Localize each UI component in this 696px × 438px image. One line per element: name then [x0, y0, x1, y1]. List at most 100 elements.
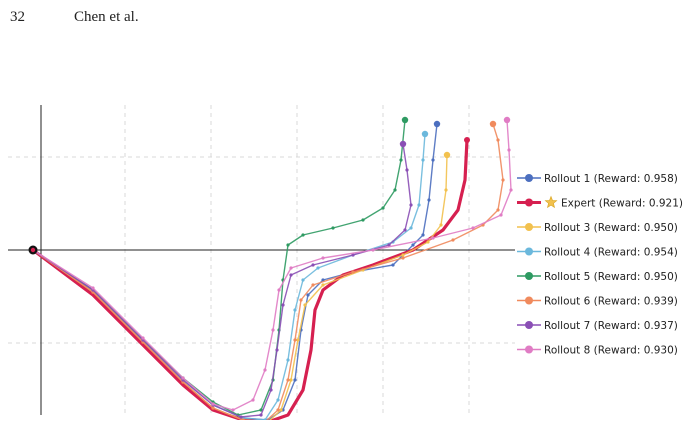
- series-end-marker: [443, 151, 451, 159]
- series-point: [509, 188, 513, 192]
- start-marker-center: [30, 247, 36, 253]
- series-point: [401, 256, 405, 260]
- series-point: [293, 378, 297, 382]
- running-head: Chen et al.: [74, 9, 139, 25]
- legend-item-3: Rollout 3 (Reward: 0.950): [517, 222, 678, 234]
- series-point: [431, 158, 435, 162]
- series-point: [259, 413, 263, 417]
- series-point: [286, 358, 290, 362]
- series-point: [293, 338, 297, 342]
- series-line: [32, 123, 504, 420]
- series-line: [32, 133, 426, 420]
- series-point: [241, 418, 245, 420]
- series-point: [259, 408, 263, 412]
- series-point: [439, 223, 443, 227]
- series-point: [405, 168, 409, 172]
- page-number: 32: [10, 9, 25, 25]
- series-point: [181, 376, 185, 380]
- series-point: [411, 243, 415, 247]
- series-point: [507, 148, 511, 152]
- series-point: [263, 418, 267, 420]
- series-point: [91, 286, 95, 290]
- series-point: [275, 348, 279, 352]
- series-point: [293, 308, 297, 312]
- series-point: [277, 288, 281, 292]
- series-end-marker: [489, 120, 497, 128]
- series-point: [499, 213, 503, 217]
- series-point: [211, 402, 215, 406]
- legend-label: Rollout 7 (Reward: 0.937): [544, 320, 678, 332]
- legend-label: Rollout 3 (Reward: 0.950): [544, 222, 678, 234]
- series-point: [289, 273, 293, 277]
- series-point: [279, 408, 283, 412]
- series-2: [31, 137, 470, 420]
- series-line: [32, 143, 412, 418]
- legend-marker: [525, 272, 533, 280]
- series-point: [289, 266, 293, 270]
- series-6: [31, 120, 505, 420]
- series-point: [409, 226, 413, 230]
- series-1: [31, 120, 441, 420]
- legend-marker: [525, 321, 533, 329]
- series-point: [426, 240, 430, 244]
- series-point: [316, 266, 320, 270]
- series-point: [269, 388, 273, 392]
- series-point: [286, 378, 290, 382]
- axes: [8, 105, 515, 415]
- legend-item-5: Rollout 5 (Reward: 0.950): [517, 271, 678, 283]
- series-point: [231, 408, 235, 412]
- series-point: [351, 253, 355, 257]
- legend-marker: [525, 345, 533, 354]
- grid: [8, 105, 515, 415]
- series-point: [444, 188, 448, 192]
- trajectory-figure: Rollout 1 (Reward: 0.958) Expert (Reward:…: [8, 105, 683, 420]
- legend-marker: [525, 247, 533, 256]
- series-end-marker: [464, 137, 470, 143]
- series-5: [31, 116, 409, 417]
- series-point: [421, 158, 425, 162]
- series-point: [296, 338, 300, 342]
- series-point: [299, 298, 303, 302]
- series-7: [31, 140, 413, 419]
- legend-item-1: Rollout 1 (Reward: 0.958): [517, 173, 678, 185]
- series-point: [421, 233, 425, 237]
- series-point: [496, 208, 500, 212]
- series-point: [321, 256, 325, 260]
- series-point: [399, 158, 403, 162]
- series-point: [286, 243, 290, 247]
- series-point: [409, 203, 413, 207]
- series-point: [451, 238, 455, 242]
- series-end-marker: [399, 140, 407, 148]
- legend-item-7: Rollout 7 (Reward: 0.937): [517, 320, 678, 332]
- series-point: [271, 328, 275, 332]
- series-3: [31, 151, 451, 420]
- series-end-marker: [421, 130, 429, 138]
- star-icon: [544, 195, 558, 209]
- series-point: [361, 218, 365, 222]
- legend-marker: [525, 198, 533, 207]
- legend-marker: [525, 223, 533, 231]
- series-point: [276, 398, 280, 402]
- series-point: [321, 283, 325, 287]
- legend-label: Rollout 5 (Reward: 0.950): [544, 271, 678, 283]
- legend-item-6: Rollout 6 (Reward: 0.939): [517, 296, 678, 308]
- series-point: [211, 406, 215, 410]
- series-point: [303, 303, 307, 307]
- series-point: [471, 226, 475, 230]
- series-point: [251, 398, 255, 402]
- series-point: [239, 415, 243, 419]
- series-layer: [28, 116, 513, 420]
- series-point: [387, 243, 391, 247]
- series-point: [141, 336, 145, 340]
- series-point: [301, 278, 305, 282]
- legend-label: Expert (Reward: 0.921): [561, 198, 683, 210]
- series-point: [351, 270, 355, 274]
- series-point: [301, 233, 305, 237]
- series-point: [393, 188, 397, 192]
- series-4: [31, 130, 429, 420]
- legend-item-4: Rollout 4 (Reward: 0.954): [517, 247, 678, 259]
- legend: Rollout 1 (Reward: 0.958) Expert (Reward:…: [517, 173, 683, 357]
- series-point: [401, 253, 405, 257]
- series-point: [391, 263, 395, 267]
- legend-item-2: Expert (Reward: 0.921): [517, 195, 683, 210]
